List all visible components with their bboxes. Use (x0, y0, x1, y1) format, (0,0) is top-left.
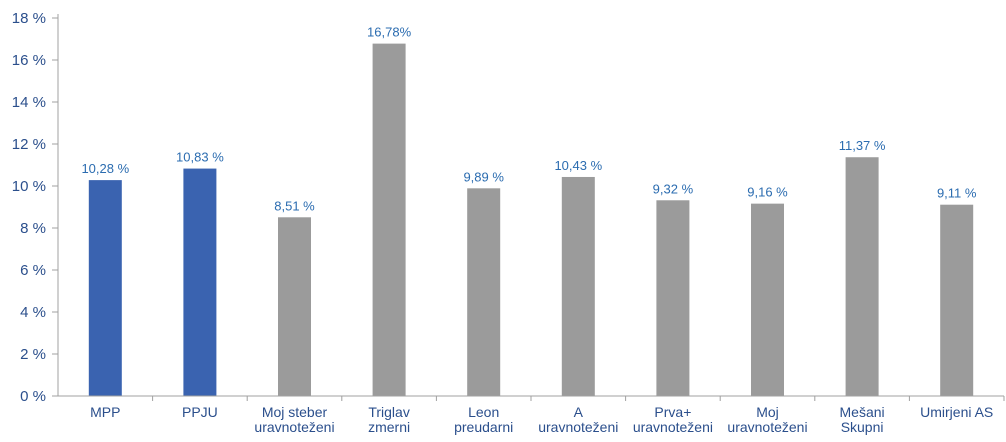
category-label: Triglav zmerni (368, 404, 410, 435)
data-label: 16,78% (367, 25, 412, 40)
category-label: Moj steber uravnoteženi (254, 404, 334, 435)
category-label-line: uravnoteženi (538, 419, 618, 435)
data-label: 10,43 % (554, 158, 602, 173)
y-axis: 0 % 2 % 4 % 6 % 8 % 10 % 12 % 14 % 16 % 18 % (12, 10, 59, 405)
category-label-line: MPP (90, 404, 120, 420)
category-label-line: A (574, 404, 584, 420)
y-tick-label: 14 % (12, 94, 46, 111)
category-label-line: preudarni (454, 419, 513, 435)
category-label-line: zmerni (368, 419, 410, 435)
data-label: 11,37 % (839, 138, 886, 153)
bar (278, 217, 311, 396)
category-label: Mešani Skupni (840, 404, 885, 435)
y-tick-label: 16 % (12, 52, 46, 69)
bar (561, 176, 595, 396)
bar (372, 43, 406, 397)
category-label-line: Triglav (368, 404, 410, 420)
y-tick-label: 6 % (20, 262, 46, 279)
data-labels: 10,28 % 10,83 % 8,51 % 16,78% 9,89 % 10,43 % 9… (81, 25, 976, 214)
category-label-line: PPJU (182, 404, 218, 420)
category-label-line: Leon (468, 404, 499, 420)
bar (183, 168, 217, 396)
data-label: 9,11 % (937, 186, 977, 201)
data-label: 9,16 % (747, 185, 788, 200)
y-tick-label: 4 % (20, 304, 46, 321)
category-label: Prva+ uravnoteženi (633, 404, 713, 435)
data-label: 8,51 % (274, 198, 315, 213)
category-label: PPJU (182, 404, 218, 420)
category-label: Umirjeni AS (920, 404, 993, 420)
y-tick-label: 10 % (12, 178, 46, 195)
y-tick-label: 18 % (12, 10, 46, 27)
data-label: 9,32 % (653, 181, 694, 196)
data-label: 10,83 % (176, 150, 224, 165)
y-tick-label: 8 % (20, 220, 46, 237)
category-label: MPP (90, 404, 120, 420)
bar (940, 204, 974, 396)
category-label: Leon preudarni (454, 404, 513, 435)
category-label-line: uravnoteženi (727, 419, 807, 435)
bars (88, 43, 974, 397)
y-tick-label: 0 % (20, 388, 46, 405)
category-label-line: Umirjeni AS (920, 404, 993, 420)
bar (88, 180, 122, 396)
category-label-line: uravnoteženi (254, 419, 334, 435)
category-label-line: Moj (756, 404, 779, 420)
data-label: 9,89 % (463, 169, 504, 184)
data-label: 10,28 % (81, 161, 129, 176)
bar (751, 203, 784, 396)
category-label-line: Mešani (840, 404, 885, 420)
y-tick-label: 2 % (20, 346, 46, 363)
bar (656, 200, 690, 396)
category-label-line: uravnoteženi (633, 419, 713, 435)
y-tick-label: 12 % (12, 136, 46, 153)
bar (845, 157, 879, 396)
category-label-line: Skupni (841, 419, 884, 435)
bar (467, 188, 501, 396)
category-label-line: Moj steber (262, 404, 328, 420)
category-label-line: Prva+ (654, 404, 691, 420)
category-label: Moj uravnoteženi (727, 404, 807, 435)
